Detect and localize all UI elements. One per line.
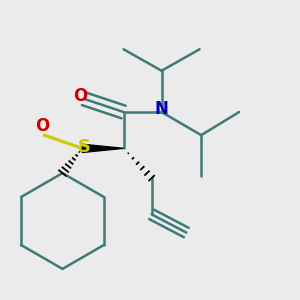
Polygon shape xyxy=(82,144,124,152)
Text: S: S xyxy=(77,138,91,156)
Text: O: O xyxy=(35,117,50,135)
Text: O: O xyxy=(74,86,88,104)
Text: N: N xyxy=(154,100,169,118)
